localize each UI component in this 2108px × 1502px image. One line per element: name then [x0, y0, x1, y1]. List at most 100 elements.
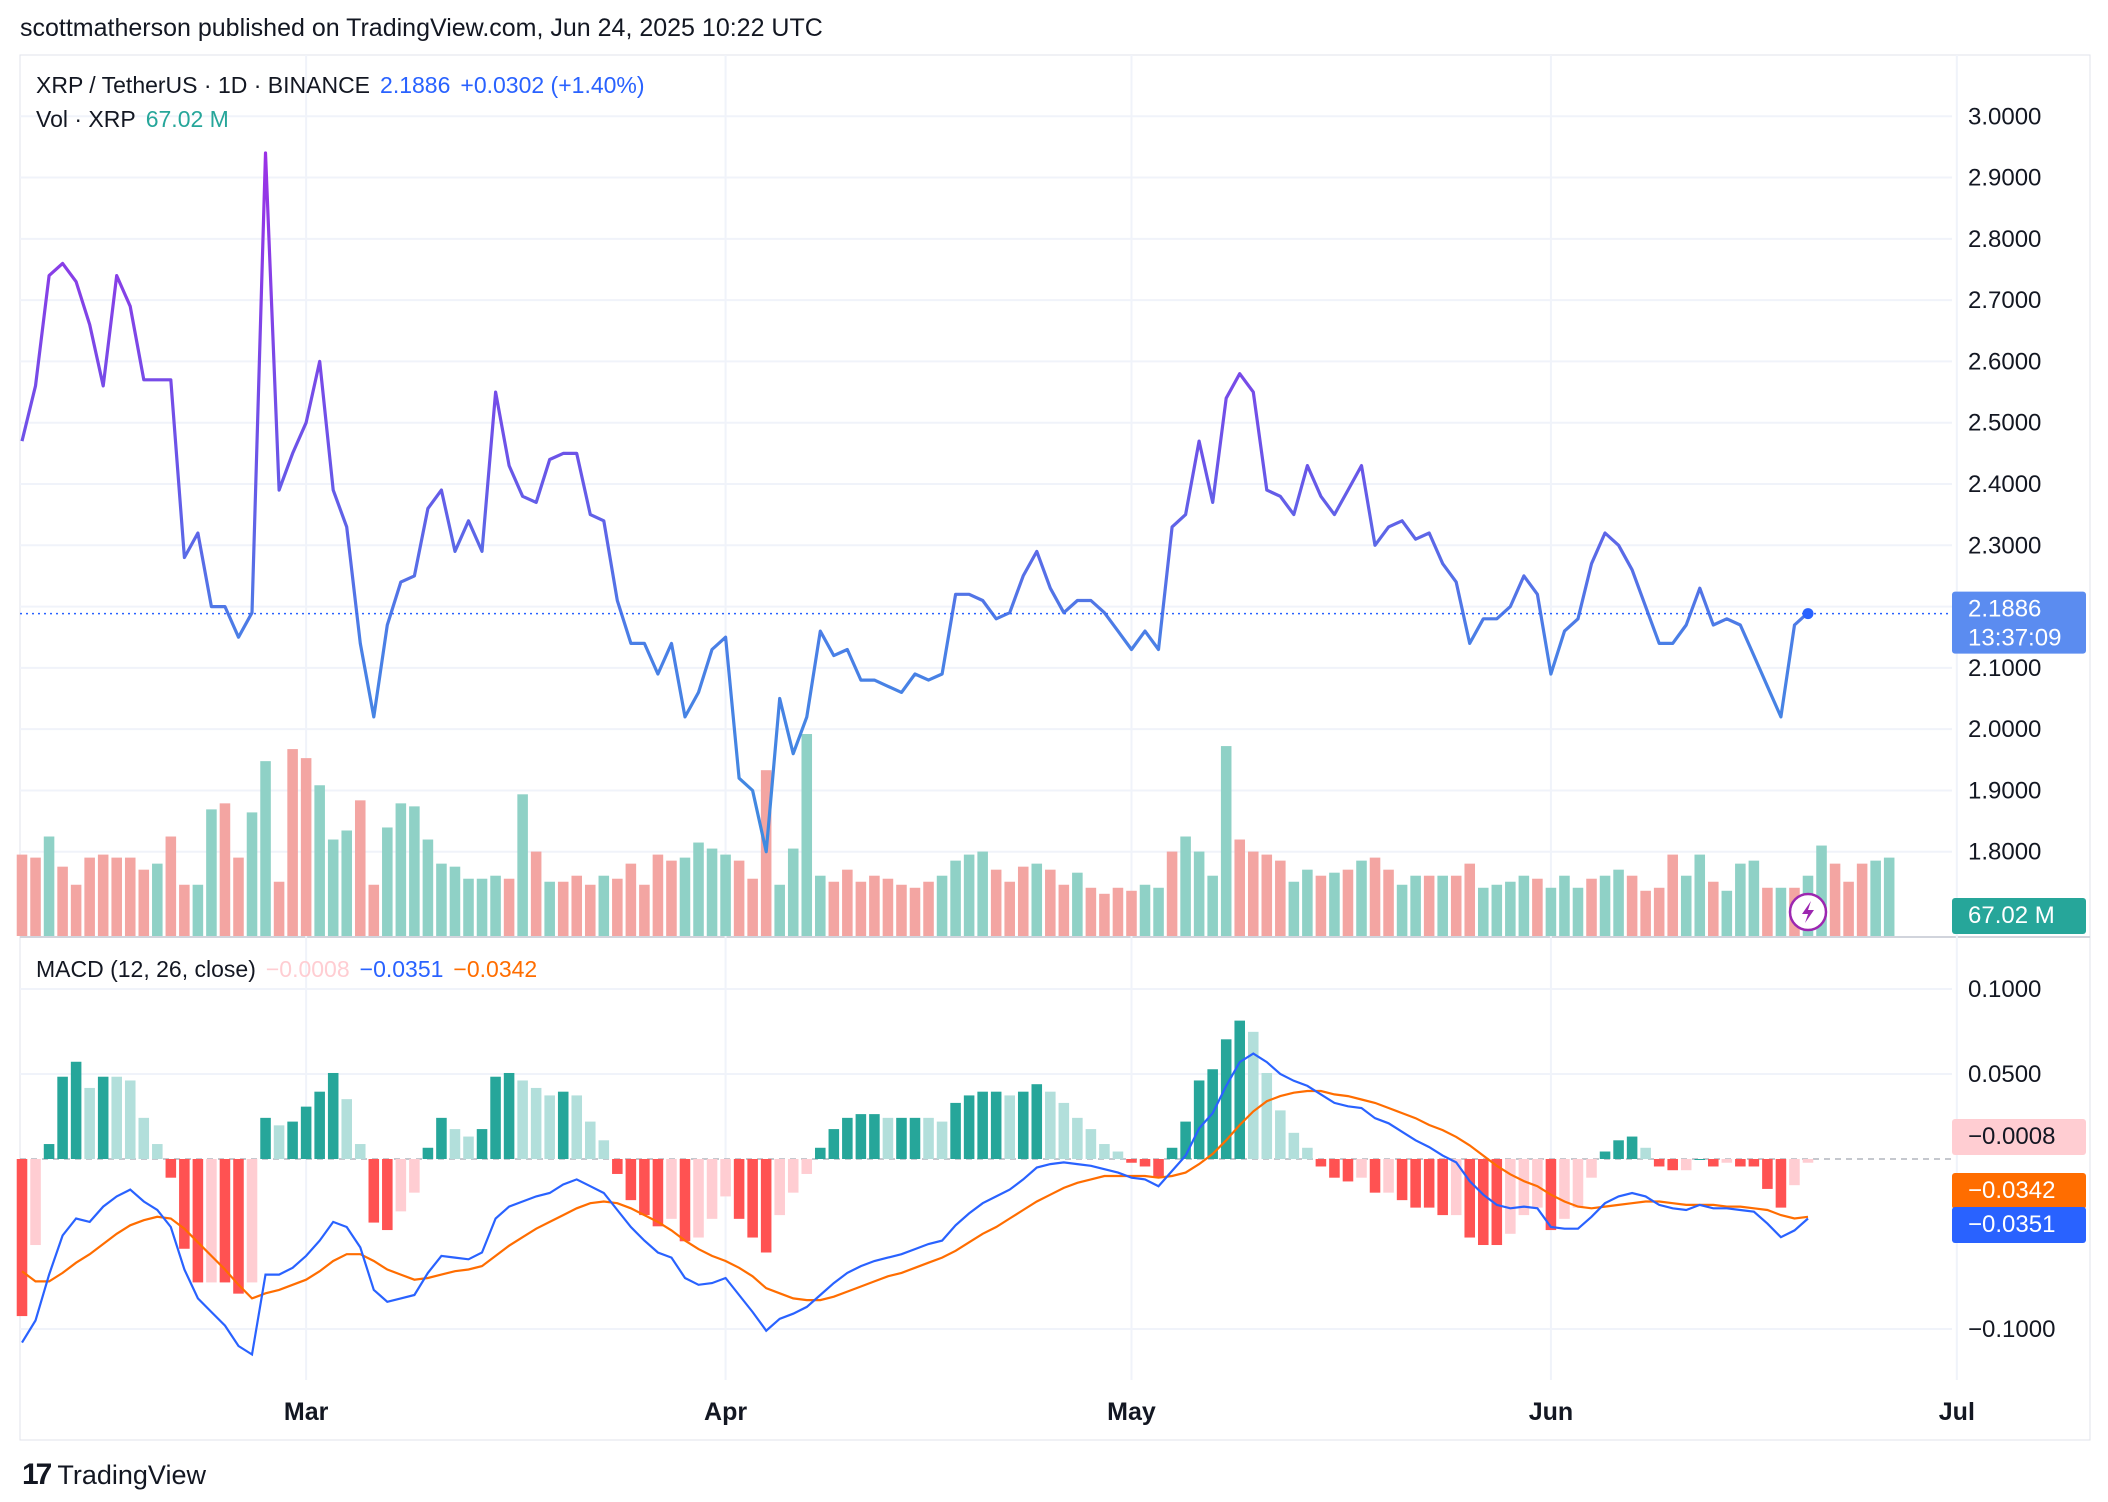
volume-bar	[1139, 884, 1151, 936]
volume-bar	[138, 869, 150, 936]
macd-histogram-bar	[1572, 1159, 1584, 1208]
macd-histogram-bar	[882, 1117, 894, 1159]
y-tick-label: 2.4000	[1968, 471, 2041, 498]
volume-bar	[1586, 878, 1597, 936]
macd-pane	[16, 1020, 1952, 1357]
macd-tick-label: −0.1000	[1968, 1316, 2055, 1343]
macd-histogram-bar	[1356, 1159, 1367, 1178]
volume-bar	[1870, 860, 1881, 936]
macd-histogram-bar	[1410, 1159, 1421, 1208]
volume-bar	[1626, 875, 1638, 936]
macd-histogram-bar	[1599, 1151, 1611, 1159]
macd-histogram-bar	[1396, 1159, 1408, 1201]
volume-bar	[287, 749, 298, 936]
tradingview-brand: TradingView	[57, 1459, 206, 1490]
x-tick-label: Jul	[1939, 1398, 1975, 1426]
volume-bar	[1112, 887, 1124, 936]
macd-histogram-bar	[436, 1117, 447, 1159]
publisher-line: scottmatherson published on TradingView.…	[20, 14, 823, 42]
macd-histogram-bar	[476, 1129, 488, 1159]
volume-bar	[666, 860, 677, 936]
macd-histogram-bar	[192, 1159, 204, 1283]
volume-bar	[219, 803, 231, 936]
macd-histogram-bar	[1735, 1159, 1746, 1167]
signal-badge-bg	[1952, 1173, 2086, 1209]
volume-bar	[327, 839, 339, 936]
macd-histogram-bar	[1193, 1080, 1205, 1159]
volume-bar	[1505, 881, 1516, 936]
macd-histogram-bar	[1261, 1072, 1273, 1159]
macd-histogram-bar	[395, 1159, 407, 1212]
macd-histogram-bar	[165, 1159, 177, 1178]
volume-bar	[1166, 851, 1178, 936]
macd-histogram-bar	[1017, 1091, 1029, 1159]
volume-badge-text: 67.02 M	[1968, 902, 2055, 929]
volume-bar	[1667, 854, 1678, 936]
macd-histogram-bar	[111, 1076, 122, 1159]
macd-histogram-bar	[463, 1136, 474, 1159]
macd-histogram-bar	[219, 1159, 231, 1283]
macd-histogram-bar	[1762, 1159, 1773, 1189]
tradingview-logo[interactable]: 17 TradingView	[22, 1458, 206, 1492]
volume-bar	[774, 884, 785, 936]
volume-bar	[1234, 839, 1246, 936]
macd-histogram-bar	[314, 1091, 325, 1159]
volume-legend: Vol · XRP 67.02 M	[36, 106, 239, 133]
volume-bar	[382, 827, 393, 936]
volume-bar	[720, 854, 731, 936]
volume-bar	[936, 875, 948, 936]
volume-bar	[571, 875, 583, 936]
macd-histogram-bar	[1139, 1159, 1151, 1167]
macd-histogram-bar	[936, 1121, 948, 1159]
volume-bar	[260, 761, 271, 936]
macd-histogram-bar	[990, 1091, 1002, 1159]
volume-bar	[801, 734, 813, 936]
macd-hist-value: −0.0008	[265, 956, 350, 982]
volume-bar	[963, 854, 975, 936]
symbol-legend: XRP / TetherUS · 1D · BINANCE 2.1886 +0.03…	[36, 72, 655, 99]
y-tick-label: 2.6000	[1968, 348, 2041, 375]
volume-bar	[882, 878, 894, 936]
volume-bar	[1017, 866, 1029, 936]
volume-bar	[950, 860, 961, 936]
macd-histogram-bar	[327, 1072, 339, 1159]
macd-histogram-bar	[612, 1159, 623, 1174]
macd-histogram-bar	[1004, 1095, 1015, 1159]
volume-bar	[815, 875, 826, 936]
macd-histogram-bar	[1721, 1159, 1733, 1163]
macd-histogram-bar	[1640, 1147, 1651, 1159]
macd-histogram-bar	[1288, 1132, 1300, 1159]
macd-histogram-bar	[517, 1080, 528, 1159]
macd-label[interactable]: MACD (12, 26, close)	[36, 956, 256, 982]
last-price-value: 2.1886	[380, 72, 451, 98]
volume-bar	[1721, 890, 1733, 936]
volume-bar	[747, 878, 758, 936]
volume-label[interactable]: Vol · XRP	[36, 106, 136, 132]
volume-bar	[1829, 863, 1841, 936]
y-tick-label: 2.7000	[1968, 287, 2041, 314]
macd-histogram-bar	[382, 1159, 393, 1231]
volume-bar	[1518, 875, 1530, 936]
macd-signal-line	[21, 1089, 1809, 1302]
macd-badge-text: −0.0351	[1968, 1211, 2055, 1238]
volume-bar	[1085, 887, 1097, 936]
macd-histogram-bar	[679, 1159, 691, 1242]
macd-histogram-bar	[693, 1159, 704, 1238]
macd-histogram-bar	[1613, 1140, 1624, 1159]
macd-histogram-bar	[1045, 1091, 1056, 1159]
volume-bar	[639, 884, 650, 936]
macd-histogram-bar	[1667, 1159, 1678, 1171]
volume-badge-bg	[1952, 898, 2086, 934]
volume-bar	[1072, 872, 1083, 936]
volume-bar	[1126, 890, 1137, 936]
symbol-title[interactable]: XRP / TetherUS · 1D · BINANCE	[36, 72, 371, 98]
volume-bar	[1816, 845, 1827, 936]
y-tick-label: 2.0000	[1968, 716, 2041, 743]
macd-histogram-bar	[1491, 1159, 1503, 1246]
macd-signal-value: −0.0342	[453, 956, 538, 982]
volume-bar	[1464, 863, 1476, 936]
volume-bar	[733, 860, 745, 936]
x-tick-label: Apr	[704, 1398, 747, 1426]
macd-line	[21, 1052, 1809, 1357]
